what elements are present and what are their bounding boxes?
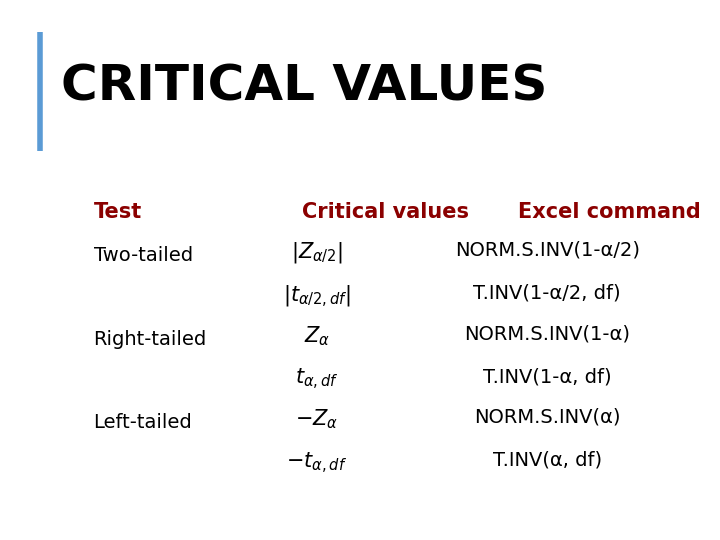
Text: Excel command: Excel command: [518, 202, 701, 222]
Text: $|t_{\alpha/2,df}|$: $|t_{\alpha/2,df}|$: [283, 284, 351, 309]
Text: Left-tailed: Left-tailed: [94, 413, 192, 433]
Text: T.INV(1-α/2, df): T.INV(1-α/2, df): [473, 284, 621, 302]
Text: Test: Test: [94, 202, 142, 222]
Text: T.INV(α, df): T.INV(α, df): [492, 451, 602, 470]
Text: NORM.S.INV(1-α/2): NORM.S.INV(1-α/2): [455, 240, 639, 259]
Text: Two-tailed: Two-tailed: [94, 246, 193, 265]
Text: CRITICAL VALUES: CRITICAL VALUES: [61, 62, 548, 110]
Text: $-Z_{\alpha}$: $-Z_{\alpha}$: [295, 408, 338, 431]
Text: $t_{\alpha,df}$: $t_{\alpha,df}$: [295, 367, 338, 393]
Text: $Z_{\alpha}$: $Z_{\alpha}$: [304, 324, 330, 348]
Text: Right-tailed: Right-tailed: [94, 329, 207, 349]
Text: $|Z_{\alpha/2}|$: $|Z_{\alpha/2}|$: [291, 240, 343, 265]
Text: Critical values: Critical values: [302, 202, 469, 222]
Text: T.INV(1-α, df): T.INV(1-α, df): [483, 367, 611, 386]
Text: NORM.S.INV(α): NORM.S.INV(α): [474, 408, 621, 427]
Text: $-t_{\alpha,df}$: $-t_{\alpha,df}$: [287, 451, 347, 476]
Text: NORM.S.INV(1-α): NORM.S.INV(1-α): [464, 324, 630, 343]
